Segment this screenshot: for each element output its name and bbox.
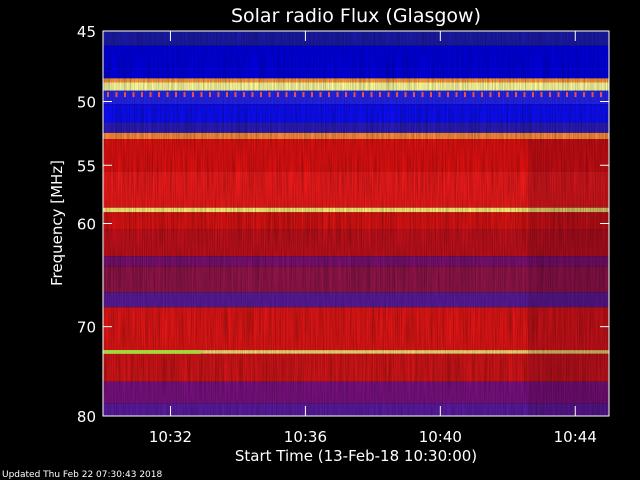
spike-dot: [447, 92, 449, 98]
spike-dot: [345, 92, 347, 98]
spike-dot: [498, 92, 500, 98]
spike-dot: [107, 92, 109, 98]
spike-dot: [209, 92, 211, 98]
spike-dot: [481, 92, 483, 98]
y-axis-label: Frequency [MHz]: [48, 160, 66, 286]
green-segment: [103, 350, 201, 354]
spike-dot: [583, 92, 585, 98]
y-tick-label: 55: [77, 157, 96, 175]
y-axis: 45 50 55 60 70 80: [77, 23, 609, 426]
spike-dot: [336, 92, 339, 98]
spike-dot: [549, 92, 551, 98]
spike-dot: [328, 92, 330, 98]
x-tick-label: 10:32: [149, 428, 192, 446]
x-axis-label: Start Time (13-Feb-18 10:30:00): [235, 447, 477, 465]
spike-dot: [438, 92, 441, 98]
spike-dot: [192, 92, 194, 98]
x-axis: 10:32 10:36 10:40 10:44: [149, 31, 597, 446]
late-shift: [528, 139, 609, 416]
spike-dot: [566, 92, 568, 98]
spike-dot: [387, 92, 390, 98]
spike-dot: [532, 92, 534, 98]
spike-dot: [353, 92, 356, 98]
spike-dot: [285, 92, 288, 98]
spike-dot: [591, 92, 594, 98]
spike-dot: [472, 92, 475, 98]
spike-dot: [600, 92, 602, 98]
chart-title: Solar radio Flux (Glasgow): [231, 5, 481, 27]
spike-dot: [506, 92, 509, 98]
spike-dot: [523, 92, 526, 98]
spike-dot: [294, 92, 296, 98]
y-tick-label: 80: [77, 408, 96, 426]
y-tick-label: 60: [77, 216, 96, 234]
heatmap-details: [103, 92, 609, 416]
spike-dot: [370, 92, 373, 98]
y-tick-label: 70: [77, 319, 96, 337]
spike-dot: [226, 92, 228, 98]
spike-dot: [404, 92, 407, 98]
spike-dot: [251, 92, 254, 98]
spike-dot: [234, 92, 237, 98]
spike-dot: [464, 92, 466, 98]
spike-dot: [413, 92, 415, 98]
spike-dot: [311, 92, 313, 98]
spike-dot: [166, 92, 169, 98]
spike-dot: [217, 92, 220, 98]
y-tick-label: 50: [77, 94, 96, 112]
spike-dot: [124, 92, 126, 98]
y-tick-label: 45: [77, 23, 96, 41]
spike-dot: [574, 92, 577, 98]
spike-dot: [132, 92, 135, 98]
x-tick-label: 10:40: [419, 428, 462, 446]
spike-dot: [200, 92, 203, 98]
spike-dot: [115, 92, 118, 98]
spike-dot: [421, 92, 424, 98]
spike-dot: [430, 92, 432, 98]
spike-dot: [557, 92, 560, 98]
spike-dot: [489, 92, 492, 98]
update-timestamp: Updated Thu Feb 22 07:30:43 2018: [2, 470, 163, 480]
spike-dot: [362, 92, 364, 98]
spike-dot: [455, 92, 458, 98]
spike-dot: [540, 92, 543, 98]
spike-dot: [243, 92, 245, 98]
spike-dot: [319, 92, 322, 98]
spike-dot: [379, 92, 381, 98]
spike-dot: [277, 92, 279, 98]
spike-dot: [158, 92, 160, 98]
spike-dot: [260, 92, 262, 98]
spike-dot: [515, 92, 517, 98]
spike-dot: [302, 92, 305, 98]
x-tick-label: 10:44: [554, 428, 597, 446]
x-tick-label: 10:36: [284, 428, 327, 446]
spike-dot: [268, 92, 271, 98]
spike-dot: [175, 92, 177, 98]
spike-dot: [396, 92, 398, 98]
spike-dot: [149, 92, 152, 98]
spike-dot: [141, 92, 143, 98]
spike-dot: [183, 92, 186, 98]
